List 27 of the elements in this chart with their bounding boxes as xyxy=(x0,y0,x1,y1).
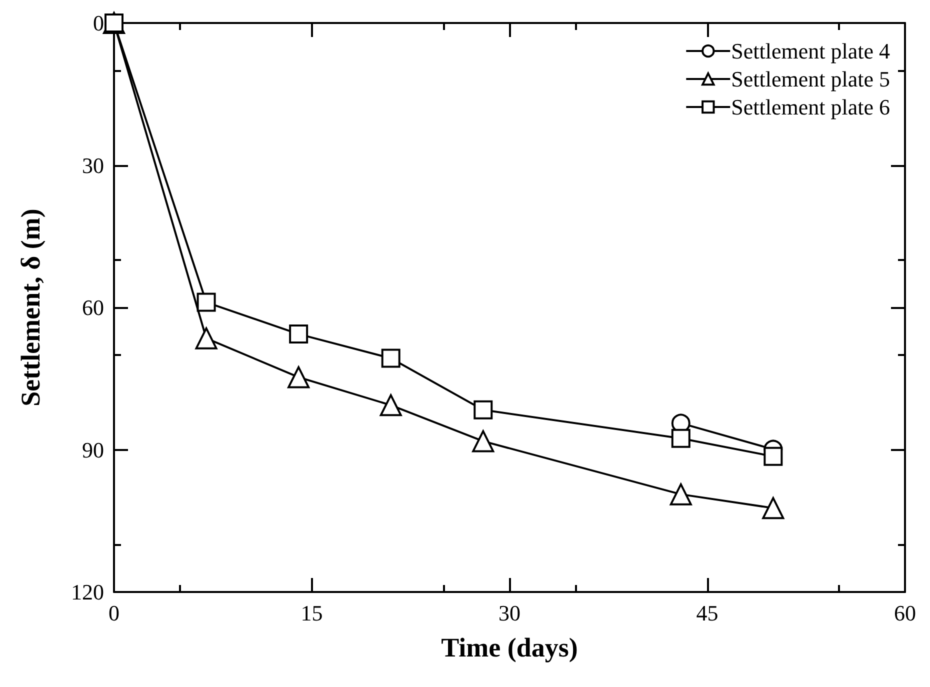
y-axis-title: Settlement, δ (m) xyxy=(16,208,46,406)
point xyxy=(670,483,692,506)
x-tick-label: 60 xyxy=(894,600,916,626)
point xyxy=(195,327,218,350)
x-tick-label: 30 xyxy=(498,600,520,626)
point xyxy=(288,366,310,388)
x-axis-title: Time (days) xyxy=(441,632,578,662)
point xyxy=(472,430,494,452)
legend-label: Settlement plate 4 xyxy=(731,38,890,64)
point xyxy=(671,428,690,448)
legend-label: Settlement plate 5 xyxy=(731,66,890,92)
y-tick-label: 30 xyxy=(82,152,104,178)
point xyxy=(764,446,783,466)
point xyxy=(289,324,308,344)
x-tick-label: 45 xyxy=(696,600,718,626)
y-tick-label: 60 xyxy=(82,295,104,320)
point xyxy=(762,497,784,520)
y-tick-label: 120 xyxy=(71,580,104,604)
y-tick-label: 90 xyxy=(82,437,104,462)
point xyxy=(381,348,400,368)
point xyxy=(380,394,402,416)
x-tick-label: 15 xyxy=(300,600,323,626)
y-tick-label: 0 xyxy=(93,10,104,36)
legend-label: Settlement plate 6 xyxy=(731,94,890,120)
point xyxy=(196,292,216,312)
x-tick-label: 0 xyxy=(108,600,120,626)
point xyxy=(474,400,493,420)
